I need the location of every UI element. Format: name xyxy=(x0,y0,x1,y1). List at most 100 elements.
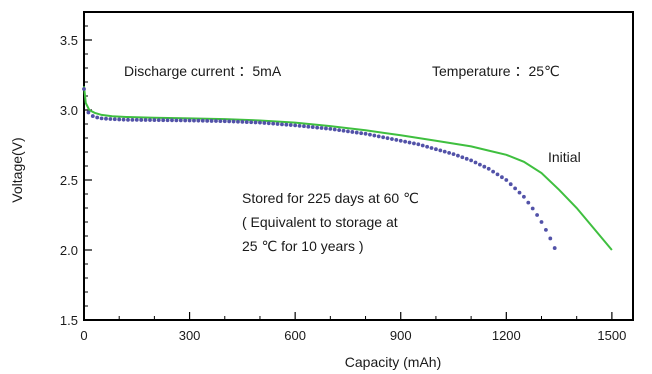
y-tick-label: 1.5 xyxy=(60,313,78,328)
series-point xyxy=(429,146,434,150)
series-point xyxy=(126,117,130,122)
series-point xyxy=(161,118,166,123)
series-point xyxy=(495,172,500,177)
series-point xyxy=(460,155,465,160)
series-point xyxy=(143,118,148,122)
series-point xyxy=(152,118,157,122)
y-tick-label: 2.0 xyxy=(60,243,78,258)
series-point xyxy=(187,118,192,123)
series-point xyxy=(451,152,456,157)
series-point xyxy=(478,162,482,167)
series-point xyxy=(156,118,161,123)
series-point xyxy=(500,175,504,180)
series-point xyxy=(328,126,333,131)
series-point xyxy=(209,119,214,123)
series-point xyxy=(240,120,245,124)
plot-frame xyxy=(83,11,634,321)
series-point xyxy=(398,138,403,143)
series-point xyxy=(535,213,539,217)
series-point xyxy=(416,142,421,147)
series-point xyxy=(394,138,399,142)
series-point xyxy=(482,164,487,169)
series-point xyxy=(271,121,276,126)
series-point xyxy=(218,119,223,124)
series-point xyxy=(350,130,355,134)
series-point xyxy=(174,118,179,123)
series-point xyxy=(196,118,201,123)
series-point xyxy=(517,190,522,195)
series-point xyxy=(121,117,126,122)
x-axis-label: Capacity (mAh) xyxy=(345,354,441,370)
series-point xyxy=(526,200,531,205)
series-point xyxy=(99,116,104,121)
series-point xyxy=(200,118,205,123)
series-point xyxy=(244,120,249,124)
series-point xyxy=(522,194,526,199)
series-point xyxy=(82,87,86,91)
series-point xyxy=(341,128,346,133)
series-dots-stored xyxy=(82,87,557,250)
series-point xyxy=(425,144,430,149)
series-point xyxy=(266,121,271,126)
series-point xyxy=(139,118,144,122)
axes xyxy=(83,11,634,321)
y-tick-label: 2.5 xyxy=(60,173,78,188)
x-tick-label: 600 xyxy=(284,328,306,343)
series-point xyxy=(376,134,381,139)
series-point xyxy=(372,133,377,138)
series-point xyxy=(95,115,100,120)
series-point xyxy=(214,119,218,123)
series-layer xyxy=(82,86,613,251)
series-point xyxy=(297,123,302,128)
temperature-annotation: Temperature ：25℃ xyxy=(432,63,560,79)
series-point xyxy=(359,131,364,136)
stored-annotation-line1: Stored for 225 days at 60 ℃ xyxy=(242,190,419,206)
series-point xyxy=(275,122,280,126)
series-point xyxy=(407,140,412,145)
stored-annotation-line3: 25 ℃ for 10 years ) xyxy=(242,238,364,254)
series-point xyxy=(117,117,122,122)
series-point xyxy=(548,236,553,241)
series-point xyxy=(236,119,240,124)
series-point xyxy=(293,123,298,128)
x-tick-label: 0 xyxy=(80,328,87,343)
series-line-initial xyxy=(83,86,613,251)
series-point xyxy=(530,206,535,211)
ticks: 1.5 2.0 2.5 3.0 3.5 0 300 600 900 1200 1500 xyxy=(60,11,626,343)
series-point xyxy=(438,148,443,153)
series-point xyxy=(306,124,311,129)
series-point xyxy=(381,135,386,140)
series-point xyxy=(332,127,337,132)
initial-series-label: Initial xyxy=(548,149,581,165)
series-point xyxy=(368,132,372,137)
series-point xyxy=(112,117,117,122)
series-point xyxy=(222,119,227,124)
series-point xyxy=(170,118,174,123)
series-point xyxy=(324,126,328,131)
series-point xyxy=(403,139,408,144)
series-point xyxy=(192,118,196,123)
series-point xyxy=(310,125,315,130)
series-point xyxy=(315,125,320,130)
y-tick-label: 3.5 xyxy=(60,33,78,48)
series-point xyxy=(412,141,416,146)
x-tick-label: 1200 xyxy=(492,328,521,343)
series-point xyxy=(165,118,170,123)
x-tick-label: 900 xyxy=(390,328,412,343)
y-axis-label: Voltage(V) xyxy=(9,137,25,202)
series-point xyxy=(231,119,236,124)
series-point xyxy=(86,110,91,115)
series-point xyxy=(205,118,210,123)
series-point xyxy=(434,147,438,152)
series-point xyxy=(508,182,513,187)
series-point xyxy=(319,126,324,130)
series-point xyxy=(552,246,557,250)
series-point xyxy=(134,118,139,122)
series-point xyxy=(354,130,359,135)
series-point xyxy=(148,118,152,122)
series-point xyxy=(456,153,460,158)
series-point xyxy=(442,149,447,154)
series-point xyxy=(253,120,258,125)
series-point xyxy=(249,120,254,125)
